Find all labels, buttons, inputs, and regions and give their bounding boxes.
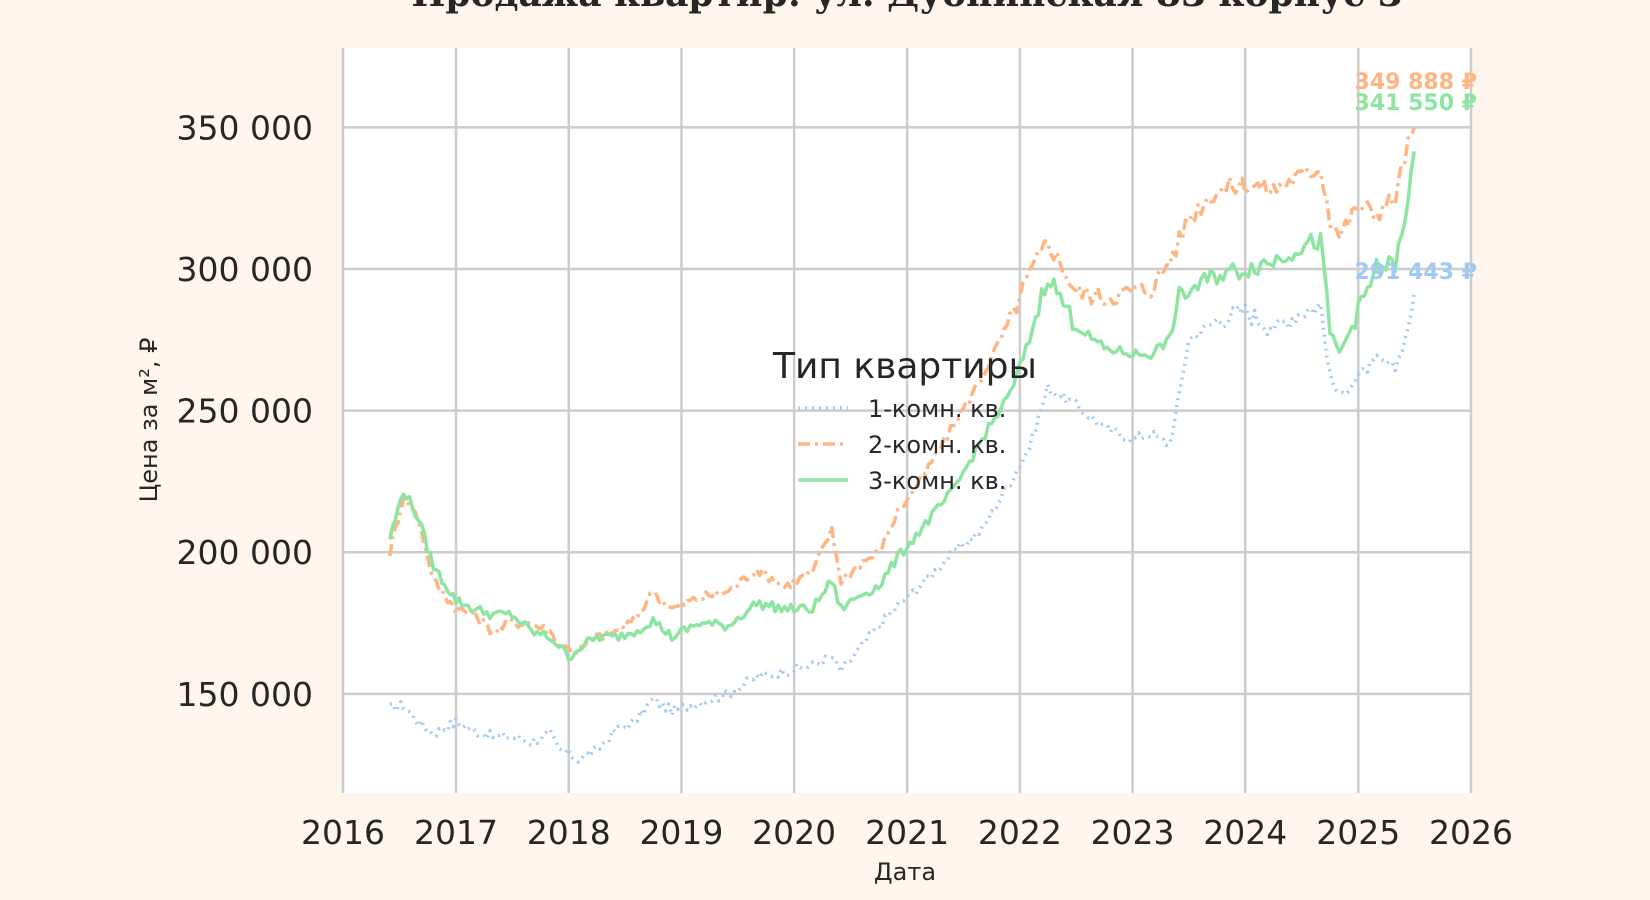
legend-item-label: 2-комн. кв. [868,431,1006,459]
x-axis-label: Дата [874,858,936,886]
y-tick-label: 250 000 [177,392,313,431]
x-tick-label: 2017 [414,813,498,852]
x-tick-label: 2026 [1429,813,1513,852]
series-line [388,151,1416,662]
legend-item-label: 1-комн. кв. [868,395,1006,423]
x-tick-label: 2025 [1316,813,1400,852]
series-lines [388,127,1416,765]
series-end-label: 349 888 ₽ [1355,70,1477,95]
x-tick-label: 2024 [1203,813,1287,852]
x-tick-label: 2016 [301,813,385,852]
x-tick-label: 2019 [639,813,723,852]
y-tick-label: 150 000 [177,675,313,714]
series-end-label: 341 550 ₽ [1355,91,1477,116]
x-tick-label: 2023 [1091,813,1175,852]
series-end-label: 291 443 ₽ [1355,260,1477,285]
legend: Тип квартиры 1-комн. кв. 2-комн. кв. 3-ком… [772,346,1037,495]
legend-item-label: 3-комн. кв. [868,467,1006,495]
x-tick-label: 2021 [865,813,949,852]
y-tick-label: 300 000 [177,250,313,289]
end-labels: 291 443 ₽ 349 888 ₽341 550 ₽ [1355,70,1477,285]
y-tick-label: 200 000 [177,533,313,572]
y-axis-label: Цена за м², ₽ [135,338,163,503]
tick-labels: 150 000 200 000 250 000 300 000 350 000 2016 2… [177,108,1513,852]
x-tick-label: 2022 [978,813,1062,852]
series-line [388,127,1416,656]
legend-title: Тип квартиры [772,346,1037,387]
x-tick-label: 2018 [527,813,611,852]
y-tick-label: 350 000 [177,108,313,147]
chart-title: Продажа квартир: ул. Дубнинская 83 корпу… [411,0,1402,15]
x-tick-label: 2020 [752,813,836,852]
